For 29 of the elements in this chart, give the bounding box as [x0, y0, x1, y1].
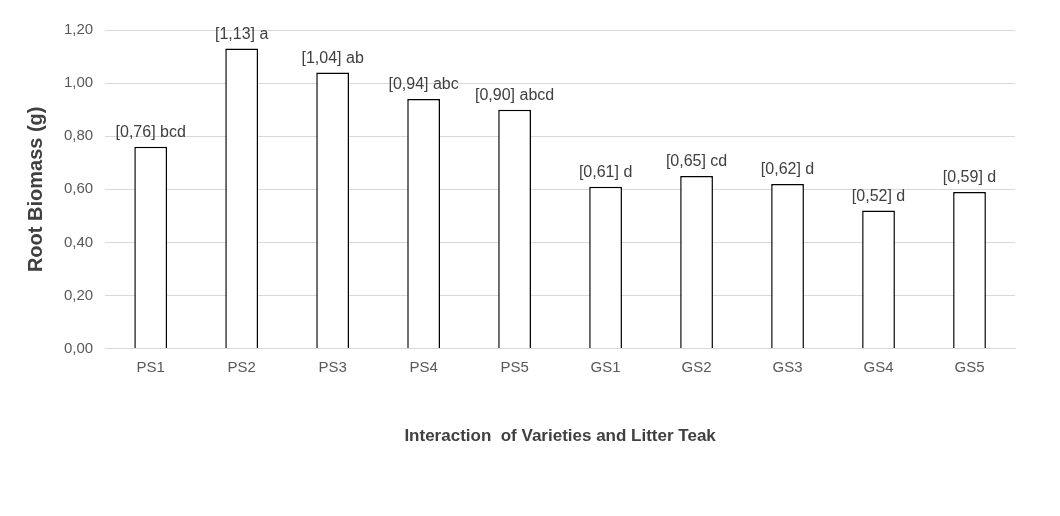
y-tick-label: 0,60 — [63, 179, 94, 197]
y-tick-label: 1,00 — [63, 73, 94, 91]
data-label: [1,04] ab — [301, 48, 364, 66]
y-tick-label: 1,20 — [63, 20, 94, 38]
data-label: [0,61] d — [578, 163, 633, 181]
x-tick-label: PS4 — [409, 357, 438, 375]
x-tick-label: GS4 — [863, 357, 894, 375]
data-label: [0,65] cd — [665, 152, 728, 170]
data-label: [0,90] abcd — [475, 86, 555, 104]
data-label: [0,59] d — [942, 168, 997, 186]
y-axis-title: Root Biomass (g) — [23, 106, 46, 273]
x-tick-label: PS2 — [227, 357, 256, 375]
x-axis-title: Interaction of Varieties and Litter Teak — [404, 426, 717, 446]
data-label: [1,13] a — [214, 24, 269, 42]
x-tick-label: PS1 — [136, 357, 165, 375]
x-tick-label: PS3 — [318, 357, 347, 375]
x-tick-label: GS1 — [590, 357, 621, 375]
data-label: [0,76] bcd — [115, 123, 186, 141]
data-label: [0,62] d — [760, 160, 815, 178]
data-label: [0,94] abc — [388, 75, 459, 93]
x-tick-label: PS5 — [500, 357, 529, 375]
y-tick-label: 0,40 — [63, 232, 94, 250]
y-tick-label: 0,00 — [63, 338, 94, 356]
x-tick-label: GS3 — [772, 357, 803, 375]
y-tick-label: 0,80 — [63, 126, 94, 144]
x-tick-label: GS5 — [954, 357, 985, 375]
y-tick-label: 0,20 — [63, 285, 94, 303]
data-label: [0,52] d — [851, 186, 906, 204]
x-tick-label: GS2 — [681, 357, 712, 375]
